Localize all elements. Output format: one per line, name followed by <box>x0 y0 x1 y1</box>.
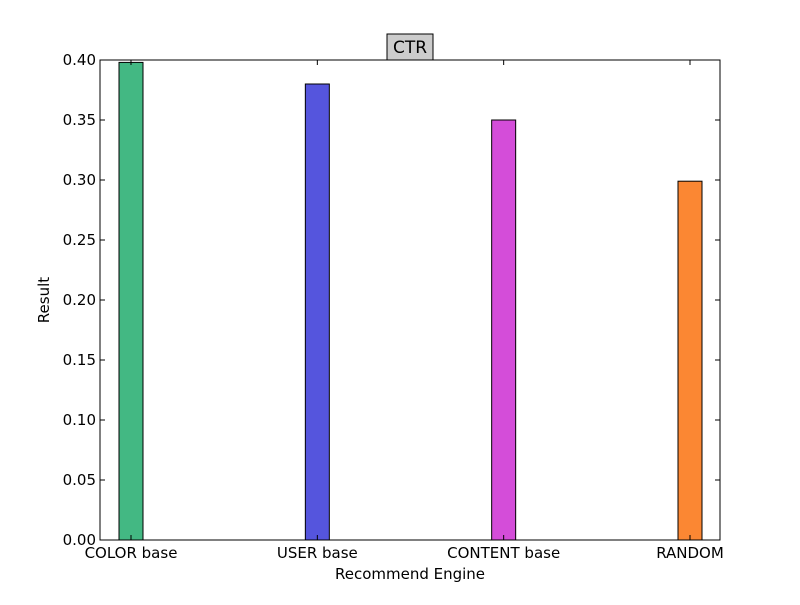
y-tick-label: 0.20 <box>63 291 96 309</box>
y-tick-label: 0.05 <box>63 471 96 489</box>
ticks-layer: COLOR base USER base CONTENT base RANDOM 0.0… <box>63 51 724 562</box>
x-tick-label: COLOR base <box>85 544 178 562</box>
chart-title-box <box>386 33 434 61</box>
x-axis-label: Recommend Engine <box>335 565 485 583</box>
plot-frame <box>99 59 721 541</box>
y-tick-label: 0.35 <box>63 111 96 129</box>
chart-title: CTR <box>393 38 427 58</box>
y-tick-label: 0.40 <box>63 51 96 69</box>
y-tick-label: 0.00 <box>63 531 96 549</box>
x-tick-label: RANDOM <box>656 544 724 562</box>
bars-layer <box>118 61 703 541</box>
y-tick-label: 0.25 <box>63 231 96 249</box>
y-axis-label: Result <box>35 277 53 323</box>
bar-random <box>677 180 703 541</box>
x-tick-label: CONTENT base <box>447 544 560 562</box>
bar-user-base <box>304 83 330 541</box>
x-tick-label: USER base <box>277 544 358 562</box>
bar-color-base <box>118 61 144 541</box>
y-tick-label: 0.15 <box>63 351 96 369</box>
y-tick-label: 0.10 <box>63 411 96 429</box>
y-tick-label: 0.30 <box>63 171 96 189</box>
bar-content-base <box>491 119 517 541</box>
